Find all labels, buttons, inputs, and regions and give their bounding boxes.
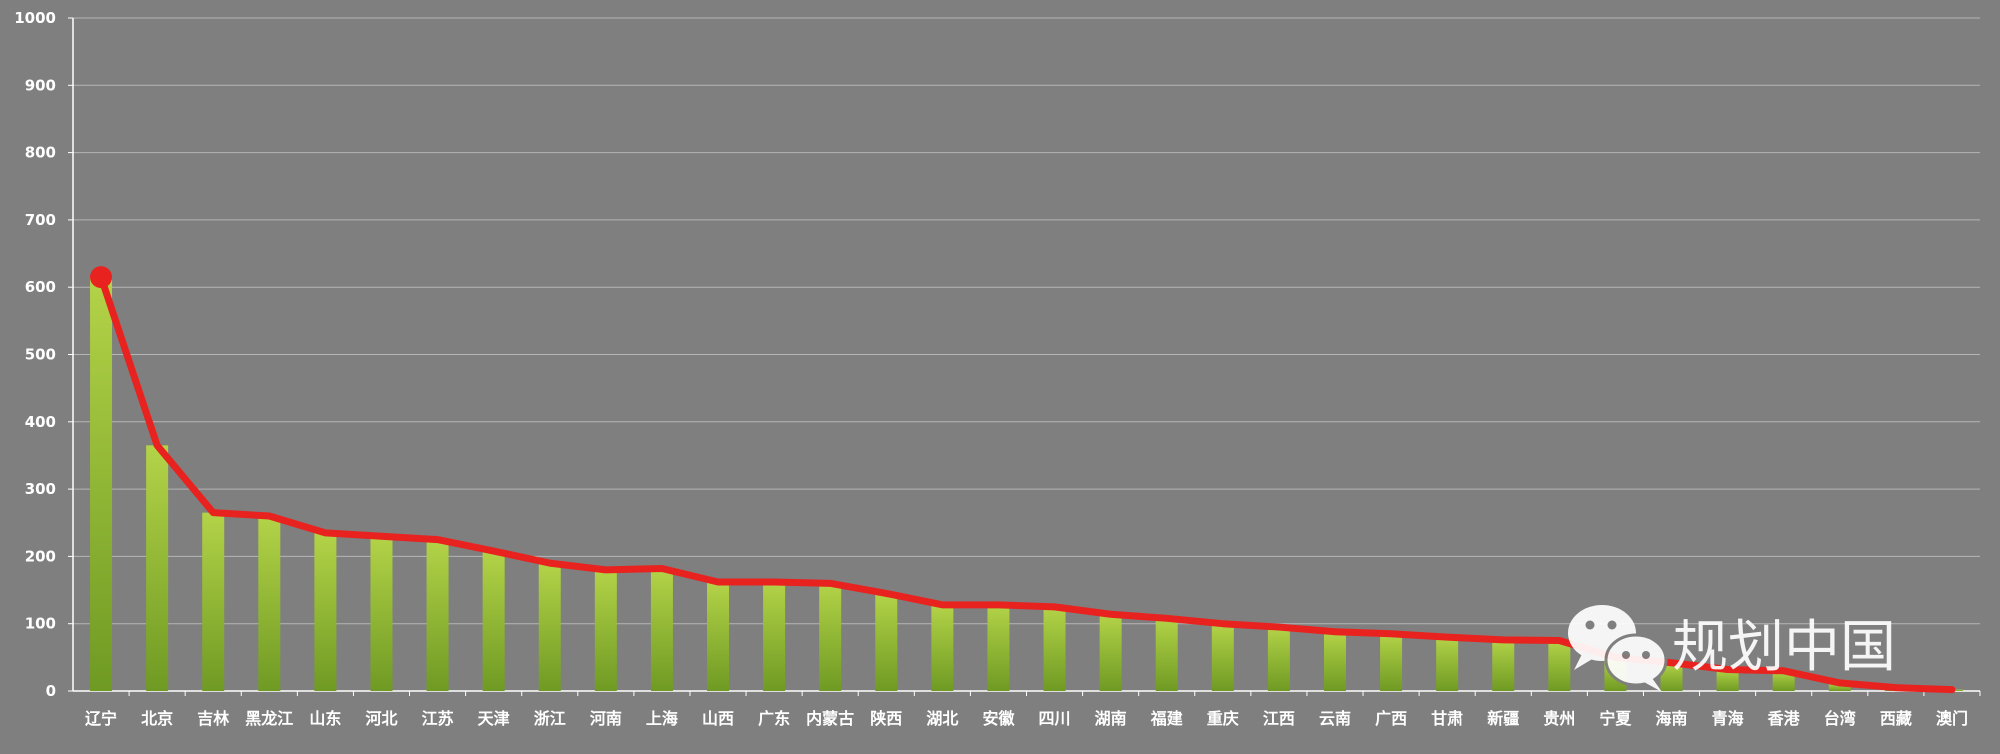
y-tick-label: 600 (25, 278, 56, 296)
bar (1828, 682, 1851, 691)
bar (763, 581, 786, 691)
y-tick-label: 900 (25, 76, 56, 94)
x-tick-label: 陕西 (870, 709, 902, 728)
x-tick-label: 上海 (646, 709, 678, 728)
x-tick-label: 河南 (590, 709, 622, 728)
x-tick-label: 新疆 (1487, 709, 1519, 728)
x-tick-label: 宁夏 (1599, 709, 1632, 728)
bar (1267, 627, 1290, 691)
bar (1492, 639, 1515, 691)
x-tick-label: 西藏 (1880, 709, 1912, 728)
bar (819, 583, 842, 691)
bar (594, 569, 617, 691)
x-tick-label: 山西 (702, 709, 734, 728)
x-tick-label: 安徽 (982, 709, 1015, 728)
x-tick-label: 江苏 (422, 709, 454, 728)
x-tick-label: 四川 (1039, 709, 1071, 728)
bar (875, 593, 898, 691)
watermark-text: 规划中国 (1672, 615, 1896, 680)
x-tick-label: 湖北 (926, 709, 958, 728)
x-tick-label: 广东 (758, 709, 790, 728)
bar (202, 512, 225, 691)
x-tick-label: 浙江 (534, 709, 566, 728)
x-tick-label: 山东 (309, 709, 341, 728)
bar (1716, 669, 1739, 691)
x-tick-label: 江西 (1263, 709, 1295, 728)
x-tick-label: 黑龙江 (245, 709, 293, 728)
bar (1380, 633, 1403, 691)
bar (314, 532, 337, 691)
wechat-icon (1568, 605, 1668, 692)
x-tick-label: 云南 (1319, 709, 1351, 728)
line-point (90, 266, 113, 289)
tick-labels: 0 100 200 300 400 500 600 700 800 900 1000 辽宁 北京 吉林 黑龙… (14, 9, 1968, 728)
bar (1099, 614, 1122, 691)
y-tick-label: 0 (46, 682, 56, 700)
bar (1660, 662, 1683, 691)
bar (707, 581, 730, 691)
y-tick-label: 400 (25, 413, 56, 431)
x-tick-label: 香港 (1767, 709, 1801, 728)
y-tick-label: 300 (25, 480, 56, 498)
x-tick-label: 台湾 (1824, 709, 1856, 728)
x-tick-label: 甘肃 (1431, 709, 1463, 728)
bar (538, 563, 561, 691)
bar (258, 516, 281, 691)
y-tick-label: 500 (25, 346, 56, 364)
bar (426, 539, 449, 691)
bar (370, 536, 393, 691)
bar (1211, 623, 1234, 691)
y-tick-label: 100 (25, 615, 56, 633)
bar (931, 604, 954, 691)
x-tick-label: 天津 (478, 709, 510, 728)
bar (1772, 670, 1795, 691)
bar (650, 568, 673, 691)
x-tick-label: 青海 (1712, 709, 1744, 728)
bar (90, 277, 113, 691)
x-tick-label: 内蒙古 (806, 709, 854, 728)
bar (1548, 640, 1571, 691)
x-tick-label: 贵州 (1543, 709, 1575, 728)
x-tick-label: 澳门 (1936, 709, 1968, 728)
watermark: 规划中国 (1568, 605, 1896, 692)
bar (1155, 618, 1178, 691)
axes (68, 17, 1981, 696)
y-tick-label: 200 (25, 547, 56, 565)
x-tick-label: 湖南 (1095, 709, 1127, 728)
x-tick-label: 广西 (1375, 709, 1407, 728)
x-tick-label: 河北 (365, 709, 397, 728)
bar (987, 604, 1010, 691)
bar (146, 445, 169, 691)
bar (1323, 631, 1346, 691)
y-tick-label: 1000 (14, 9, 56, 27)
x-tick-label: 海南 (1656, 709, 1688, 728)
x-tick-label: 重庆 (1207, 709, 1239, 728)
x-tick-label: 辽宁 (85, 709, 117, 728)
bar (1436, 637, 1459, 691)
bar (482, 551, 505, 691)
bar-series (90, 277, 1963, 691)
y-tick-label: 800 (25, 144, 56, 162)
x-tick-label: 福建 (1150, 709, 1183, 728)
x-tick-label: 吉林 (197, 709, 229, 728)
bar (1043, 606, 1066, 691)
y-tick-label: 700 (25, 211, 56, 229)
x-tick-label: 北京 (141, 709, 173, 728)
